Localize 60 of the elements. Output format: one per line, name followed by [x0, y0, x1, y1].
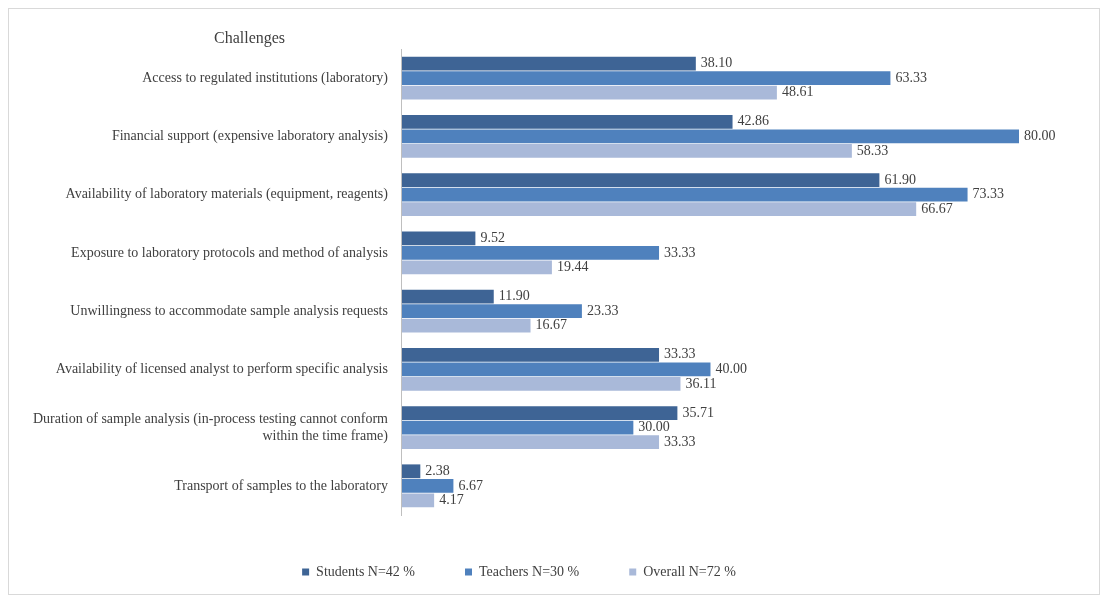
bar — [401, 406, 678, 420]
bar — [401, 231, 476, 246]
legend-label: Overall N=72 % — [643, 563, 737, 579]
data-label: 73.33 — [972, 186, 1005, 202]
data-label: 9.52 — [480, 229, 505, 245]
y-tick-label: Availability of laboratory materials (equipment, reagents) — [65, 186, 389, 203]
data-label: 40.00 — [715, 361, 747, 377]
data-label: 38.10 — [700, 55, 733, 71]
bar — [401, 377, 681, 391]
bar — [401, 347, 660, 362]
data-label: 48.61 — [781, 84, 814, 100]
text: Challenges — [214, 29, 286, 48]
bar — [401, 202, 917, 217]
legend-label: Students N=42 % — [316, 563, 416, 579]
data-label: 2.38 — [425, 462, 450, 478]
data-label: 30.00 — [638, 419, 670, 435]
data-label: 42.86 — [737, 113, 770, 129]
data-label: 4.17 — [439, 492, 464, 508]
y-tick-label: Transport of samples to the laboratory — [174, 477, 388, 493]
y-tick-label: Duration of sample analysis (in-process testing cannot conform within the time frame) — [32, 410, 389, 444]
data-label: 11.90 — [498, 288, 530, 304]
bar — [401, 173, 880, 187]
data-label: 6.67 — [458, 477, 483, 493]
data-label: 80.00 — [1024, 128, 1056, 144]
bar — [401, 478, 454, 493]
data-label: 16.67 — [535, 317, 568, 333]
bar — [401, 71, 891, 86]
bar — [401, 114, 733, 129]
bar — [401, 289, 494, 304]
bar — [401, 144, 852, 158]
bar — [401, 464, 421, 479]
bar — [401, 56, 696, 71]
bar — [401, 493, 435, 508]
y-tick-label: Unwillingness to accommodate sample analysis requests — [70, 302, 388, 318]
y-tick-label: Exposure to laboratory protocols and method of analysis — [71, 244, 388, 260]
y-tick-label: Access to regulated institutions (laboratory) — [142, 69, 389, 86]
data-label: 33.33 — [664, 244, 696, 260]
bar — [401, 304, 582, 319]
legend-label: Teachers N=30 % — [479, 563, 580, 579]
y-tick-label: Availability of licensed analyst to perform specific analysis — [55, 361, 388, 377]
bar — [401, 129, 1019, 144]
data-label: 36.11 — [685, 375, 717, 391]
bar — [401, 260, 552, 275]
y-tick-label: Financial support (expensive laboratory analysis) — [111, 128, 389, 145]
bar — [401, 420, 634, 435]
data-label: 33.33 — [664, 346, 696, 362]
bar — [401, 85, 777, 100]
data-label: 66.67 — [921, 200, 953, 216]
data-label: 19.44 — [556, 259, 589, 275]
data-label: 58.33 — [856, 142, 889, 158]
bar — [401, 435, 660, 450]
data-label: 23.33 — [586, 302, 619, 318]
bar — [401, 245, 660, 260]
data-label: 61.90 — [884, 171, 916, 187]
bar — [401, 318, 531, 333]
bar — [401, 362, 711, 377]
bar — [401, 187, 968, 202]
data-label: 63.33 — [895, 69, 927, 85]
data-label: 33.33 — [664, 433, 696, 449]
data-label: 35.71 — [682, 404, 714, 420]
